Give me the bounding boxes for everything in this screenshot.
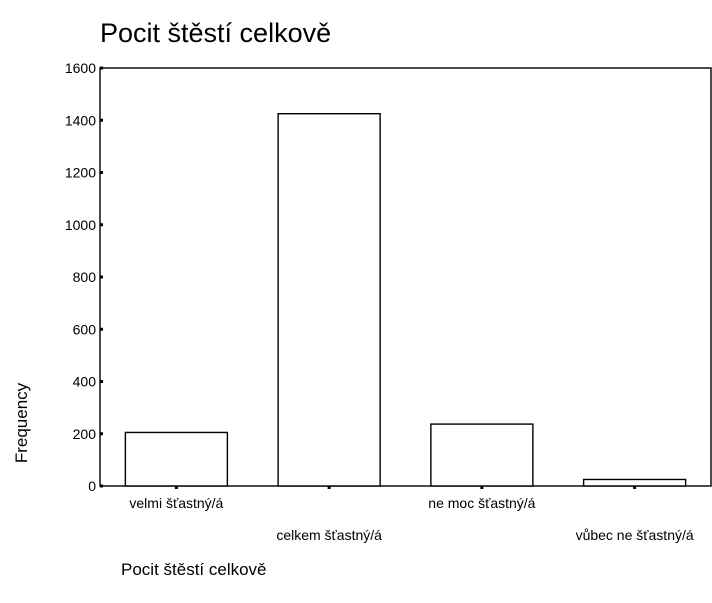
y-tick-label: 1600 (65, 60, 96, 76)
bar (277, 113, 381, 487)
x-tick-label: ne moc šťastný/á (428, 495, 535, 511)
y-tick-label: 400 (73, 374, 97, 390)
y-tick-label: 0 (88, 478, 96, 494)
y-tick-label: 1200 (65, 165, 96, 181)
chart-title: Pocit štěstí celkově (100, 18, 331, 48)
bars-group (124, 113, 687, 487)
x-axis-label: Pocit štěstí celkově (121, 560, 267, 579)
x-tick-label: velmi šťastný/á (129, 495, 223, 511)
x-axis: velmi šťastný/á celkem šťastný/á ne moc šť… (129, 486, 694, 543)
y-tick-label: 600 (73, 321, 97, 337)
y-tick-label: 200 (73, 426, 97, 442)
y-tick-label: 1000 (65, 217, 96, 233)
x-tick-label: celkem šťastný/á (276, 527, 382, 543)
plot-frame (99, 67, 712, 487)
bar (430, 423, 534, 487)
y-tick-label: 800 (73, 269, 97, 285)
y-tick-label: 1400 (65, 112, 96, 128)
bar (124, 431, 229, 487)
x-tick-label: vůbec ne šťastný/á (576, 527, 694, 543)
y-axis-label: Frequency (12, 382, 31, 463)
bar (582, 478, 687, 487)
y-axis: 0 200 400 600 800 1000 1200 1400 1600 (65, 60, 103, 494)
